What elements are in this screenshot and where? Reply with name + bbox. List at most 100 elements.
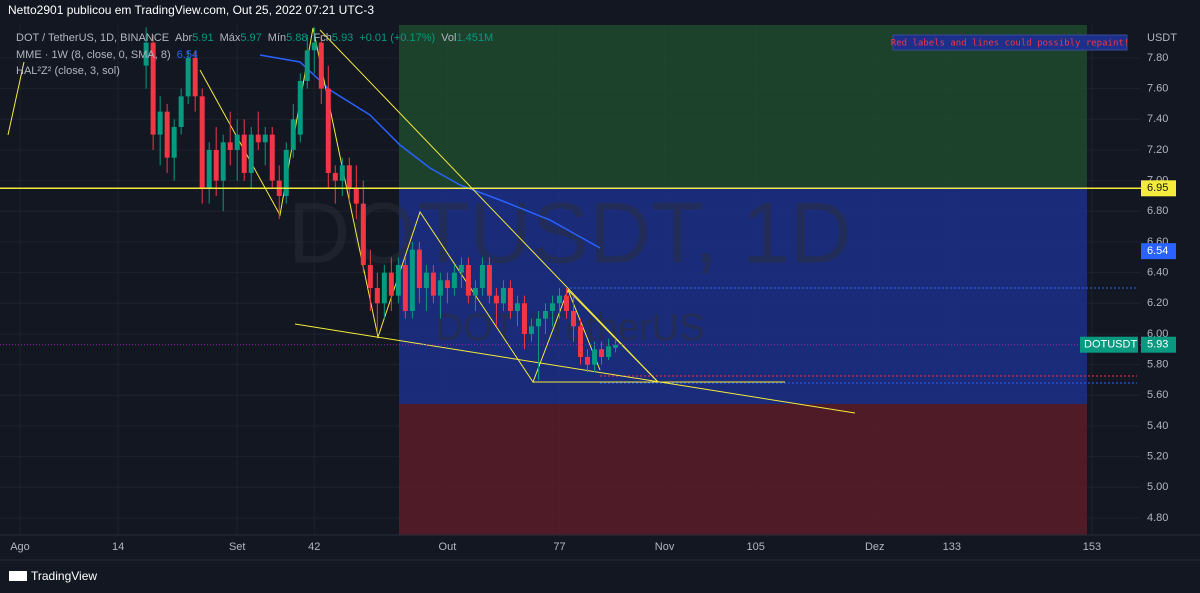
y-tick-label: 7.20 (1147, 144, 1168, 156)
x-tick-label: 105 (746, 541, 764, 553)
candle-body (416, 249, 422, 288)
candle-body (599, 349, 605, 357)
legend-value: 5.97 (240, 32, 261, 44)
candle-body (171, 126, 177, 158)
y-tick-label: 7.80 (1147, 52, 1168, 64)
candle-body (479, 264, 485, 288)
candle-body (220, 142, 226, 181)
y-tick-label: 6.40 (1147, 267, 1168, 279)
legend-label: Vol (441, 32, 456, 44)
x-tick-label: Dez (865, 541, 885, 553)
candle-body (514, 303, 520, 311)
candle-body (185, 57, 191, 97)
legend: DOT / TetherUS, 1D, BINANCE Abr5.91 Máx5.9… (16, 32, 493, 44)
candle-body (178, 96, 184, 127)
candle-body (248, 134, 254, 173)
x-tick-label: Set (229, 541, 246, 553)
y-tick-label: 5.20 (1147, 451, 1168, 463)
trend-line (567, 289, 659, 383)
trend-line (7, 61, 25, 136)
candle-body (563, 295, 569, 311)
x-tick-label: Nov (655, 541, 675, 553)
candle-body (143, 42, 149, 66)
candle-body (157, 111, 163, 135)
candle-body (297, 80, 303, 135)
candle-body (346, 165, 352, 189)
footer-brand: TradingView (31, 569, 97, 583)
candle-body (318, 42, 324, 89)
candle-body (585, 356, 591, 365)
candle-body (458, 264, 464, 273)
candle-body (500, 287, 506, 304)
candle-body (332, 172, 338, 181)
candle-body (465, 264, 471, 296)
legend-value: 5.88 (286, 32, 307, 44)
legend-value: 5.91 (192, 32, 213, 44)
candle-body (150, 42, 156, 135)
watermark: DOTUSDT, 1D (288, 186, 852, 282)
candle-body (388, 272, 394, 296)
candle-body (311, 42, 317, 51)
candle-body (430, 272, 436, 296)
price-tag-box (1141, 243, 1176, 260)
candle-body (451, 272, 457, 288)
entry-zone (399, 187, 1087, 404)
y-tick-label: 4.80 (1147, 512, 1168, 524)
indicator-value: 6.54 (177, 49, 198, 61)
candle-body (444, 280, 450, 288)
trend-line (294, 323, 856, 414)
legend-value: 1.451M (456, 32, 493, 44)
candle-body (227, 142, 233, 150)
candle-body (549, 303, 555, 311)
price-tag: 6.95 (1147, 182, 1168, 194)
price-tag-box (1141, 180, 1176, 197)
candle-body (325, 88, 331, 173)
candle-body (269, 134, 275, 181)
indicator: MME · 1W (8, close, 0, SMA, 8) (16, 49, 171, 61)
y-tick-label: 5.80 (1147, 359, 1168, 371)
ema-line (259, 54, 601, 249)
legend-change: +0.01 (+0.17%) (359, 32, 435, 44)
x-tick-label: 77 (553, 541, 565, 553)
candle-body (199, 96, 205, 189)
candle-body (613, 344, 619, 348)
candle-body (493, 295, 499, 304)
note-box (892, 34, 1128, 51)
candle-body (486, 264, 492, 296)
candle-body (472, 287, 478, 296)
target-zone (399, 25, 1087, 187)
candle-body (192, 57, 198, 97)
watermark-sub: DOT / TetherUS (436, 307, 705, 349)
candle-body (571, 310, 577, 327)
stop-zone (399, 404, 1087, 535)
indicator: HAL²Z² (close, 3, sol) (16, 65, 120, 77)
y-tick-label: 6.20 (1147, 297, 1168, 309)
candle-body (542, 310, 548, 319)
candle-body (437, 280, 443, 296)
candle-body (241, 134, 247, 173)
note: Red labels and lines could possibly repa… (891, 39, 1129, 49)
axis-unit: USDT (1147, 32, 1177, 44)
candle-body (578, 326, 584, 357)
candle-body (528, 326, 534, 334)
price-tag-name-box (1080, 336, 1138, 353)
y-tick-label: 6.80 (1147, 205, 1168, 217)
candle-body (353, 188, 359, 204)
header-bar (0, 0, 1200, 22)
price-tag-name: DOTUSDT (1084, 339, 1137, 351)
y-tick-label: 5.60 (1147, 389, 1168, 401)
legend-symbol: DOT / TetherUS, 1D, BINANCE (16, 32, 169, 44)
candle-body (507, 287, 513, 311)
plot: DOTUSDT, 1D DOT / TetherUS (0, 25, 1141, 535)
candle-body (164, 111, 170, 158)
candle-body (409, 249, 415, 311)
candle-body (556, 295, 562, 304)
header-text: Netto2901 publicou em TradingView.com, O… (8, 3, 374, 17)
x-tick-label: 153 (1083, 541, 1101, 553)
candle-body (374, 287, 380, 304)
y-tick-label: 7.40 (1147, 113, 1168, 125)
y-tick-label: 5.00 (1147, 481, 1168, 493)
candle-body (206, 149, 212, 189)
